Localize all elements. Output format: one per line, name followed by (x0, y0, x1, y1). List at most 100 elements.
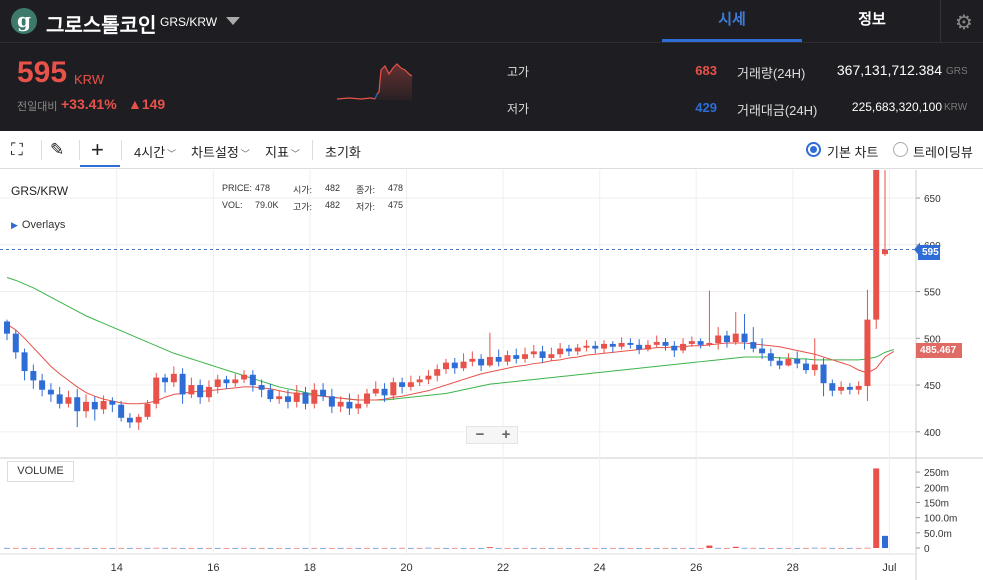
price-unit: KRW (74, 72, 105, 87)
candle-body (390, 382, 397, 396)
chart-settings-dropdown[interactable]: 차트설정 ﹀ (191, 142, 250, 161)
candle-body (697, 341, 704, 345)
volume-bar (653, 547, 660, 549)
ohlc-open-value: 482 (325, 183, 341, 193)
volume-bar (627, 547, 634, 549)
candle-body (284, 396, 291, 402)
pencil-icon[interactable]: ✎ (50, 140, 65, 159)
candle-body (337, 401, 344, 407)
interval-dropdown[interactable]: 4시간 ﹀ (134, 142, 176, 161)
overlays-toggle[interactable]: ▶ Overlays (11, 219, 65, 231)
volume-bar (495, 547, 502, 549)
candle-body (811, 364, 818, 371)
volume-bar (197, 547, 204, 549)
volume-bar (469, 547, 476, 549)
volume-bar (715, 547, 722, 549)
divider (312, 140, 313, 160)
candle-body (715, 335, 722, 343)
volume-bar (723, 547, 730, 549)
volume-bar (21, 547, 28, 549)
zoom-in-button[interactable]: + (501, 426, 511, 443)
volume-bar (118, 547, 125, 549)
volume-bar (47, 547, 54, 549)
coin-logo: g (11, 8, 37, 34)
candle-body (100, 400, 107, 410)
volume-bar (223, 547, 230, 549)
volume-bar (741, 547, 748, 549)
candle-body (346, 401, 353, 409)
chevron-down-icon[interactable] (226, 17, 240, 25)
ohlc-high-value: 482 (325, 200, 341, 210)
volume-bar (100, 547, 107, 549)
volume-bar (372, 547, 379, 549)
ma-long-line (6, 277, 894, 401)
gear-icon[interactable]: ⚙ (955, 12, 973, 34)
coin-pair[interactable]: GRS/KRW (160, 15, 218, 29)
fullscreen-icon[interactable]: ⛶ (11, 140, 23, 159)
price-chart[interactable]: 6506005505004504001416182022242628Jul250… (0, 170, 983, 580)
volume-bar (407, 547, 414, 549)
candle-body (126, 417, 133, 423)
chevron-down-icon: ﹀ (167, 149, 177, 159)
crosshair-icon[interactable]: + (91, 137, 104, 162)
basic-chart-label[interactable]: 기본 차트 (827, 145, 879, 160)
radio-tradingview[interactable] (893, 142, 908, 157)
volume-tick-label: 200m (924, 483, 949, 494)
candle-body (662, 342, 669, 346)
tab-market-price[interactable]: 시세 (718, 11, 746, 28)
volume-pane-label: VOLUME (7, 461, 74, 482)
volume-bar (486, 547, 493, 549)
amount-label: 거래대금(24H) (737, 103, 818, 118)
volume-bar (276, 547, 283, 549)
reset-button[interactable]: 초기화 (325, 145, 361, 160)
candle-body (882, 249, 888, 255)
volume-bar (644, 547, 651, 549)
candle-body (802, 363, 809, 371)
volume-bar (513, 547, 520, 549)
tab-info[interactable]: 정보 (858, 11, 886, 28)
volume-bar (346, 547, 353, 549)
candle-body (355, 403, 362, 409)
change-amount: ▲149 (128, 96, 166, 112)
volume-bar (636, 547, 643, 549)
candle-body (223, 379, 230, 384)
volume-bar (434, 547, 441, 549)
candle-body (539, 351, 546, 358)
ohlc-price-label: PRICE: (222, 183, 253, 193)
radio-basic-chart[interactable] (806, 142, 821, 157)
coin-name[interactable]: 그로스톨코인 (46, 15, 157, 37)
volume-bar (39, 547, 46, 549)
candle-body (47, 389, 54, 395)
volume-bar (618, 547, 625, 549)
volume-bar (302, 547, 309, 549)
candle-body (320, 389, 327, 397)
volume-bar (662, 547, 669, 549)
volume-unit: GRS (946, 66, 968, 77)
indicators-dropdown[interactable]: 지표 ﹀ (265, 142, 300, 161)
candle-body (153, 377, 160, 404)
candle-body (513, 355, 520, 359)
volume-tick-label: 0 (924, 544, 930, 555)
volume-bar (205, 547, 212, 549)
candle-body (91, 401, 98, 410)
last-price-tag: 595 (918, 245, 940, 260)
candle-body (74, 397, 81, 412)
tradingview-label[interactable]: 트레이딩뷰 (913, 145, 973, 160)
volume-bar (794, 547, 801, 549)
price-tick-label: 400 (924, 428, 941, 439)
candle-body (732, 333, 739, 343)
volume-bar (697, 547, 704, 549)
divider (940, 0, 941, 42)
time-tick-label: 26 (690, 562, 702, 574)
candle-body (794, 358, 801, 364)
prev-day-label: 전일대비 (17, 101, 58, 113)
volume-bar (759, 547, 766, 549)
current-price: 595 (17, 56, 68, 89)
zoom-out-button[interactable]: − (475, 426, 485, 443)
volume-bar (311, 547, 318, 549)
candle-body (680, 343, 687, 351)
candle-body (65, 397, 72, 404)
candle-body (12, 333, 19, 353)
volume-bar (882, 535, 888, 548)
candle-body (530, 351, 537, 355)
